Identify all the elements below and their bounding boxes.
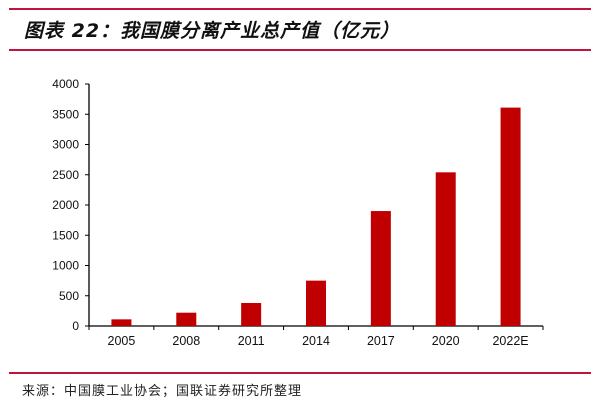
y-tick-label: 0 — [72, 319, 79, 333]
y-tick-label: 500 — [59, 289, 79, 303]
x-tick-label: 2022E — [492, 334, 528, 348]
y-tick-label: 1000 — [52, 259, 79, 273]
x-tick-label: 2014 — [302, 334, 330, 348]
bar-2011 — [241, 303, 262, 326]
y-tick-label: 2000 — [52, 198, 79, 212]
source-note: 来源：中国膜工业协会；国联证券研究所整理 — [22, 384, 303, 399]
bar-2022E — [500, 107, 521, 326]
footer-rule — [9, 372, 591, 374]
chart-title: 图表 22：我国膜分离产业总产值（亿元） — [24, 20, 401, 42]
y-tick-label: 3500 — [52, 107, 79, 121]
y-tick-label: 2500 — [52, 168, 79, 182]
x-tick-label: 2011 — [238, 334, 265, 348]
bar-2020 — [435, 172, 456, 326]
x-tick-label: 2020 — [432, 334, 460, 348]
x-tick-label: 2005 — [108, 334, 136, 348]
y-tick-label: 1500 — [52, 228, 79, 242]
y-tick-label: 4000 — [52, 77, 79, 91]
bar-2008 — [176, 312, 197, 326]
top-rule — [9, 8, 591, 10]
bar-2017 — [370, 211, 391, 326]
x-tick-label: 2008 — [172, 334, 200, 348]
bar-2014 — [306, 280, 326, 326]
x-tick-label: 2017 — [367, 334, 395, 348]
bar-2005 — [111, 319, 132, 326]
title-bottom-rule — [9, 49, 591, 51]
y-tick-label: 3000 — [52, 138, 79, 152]
